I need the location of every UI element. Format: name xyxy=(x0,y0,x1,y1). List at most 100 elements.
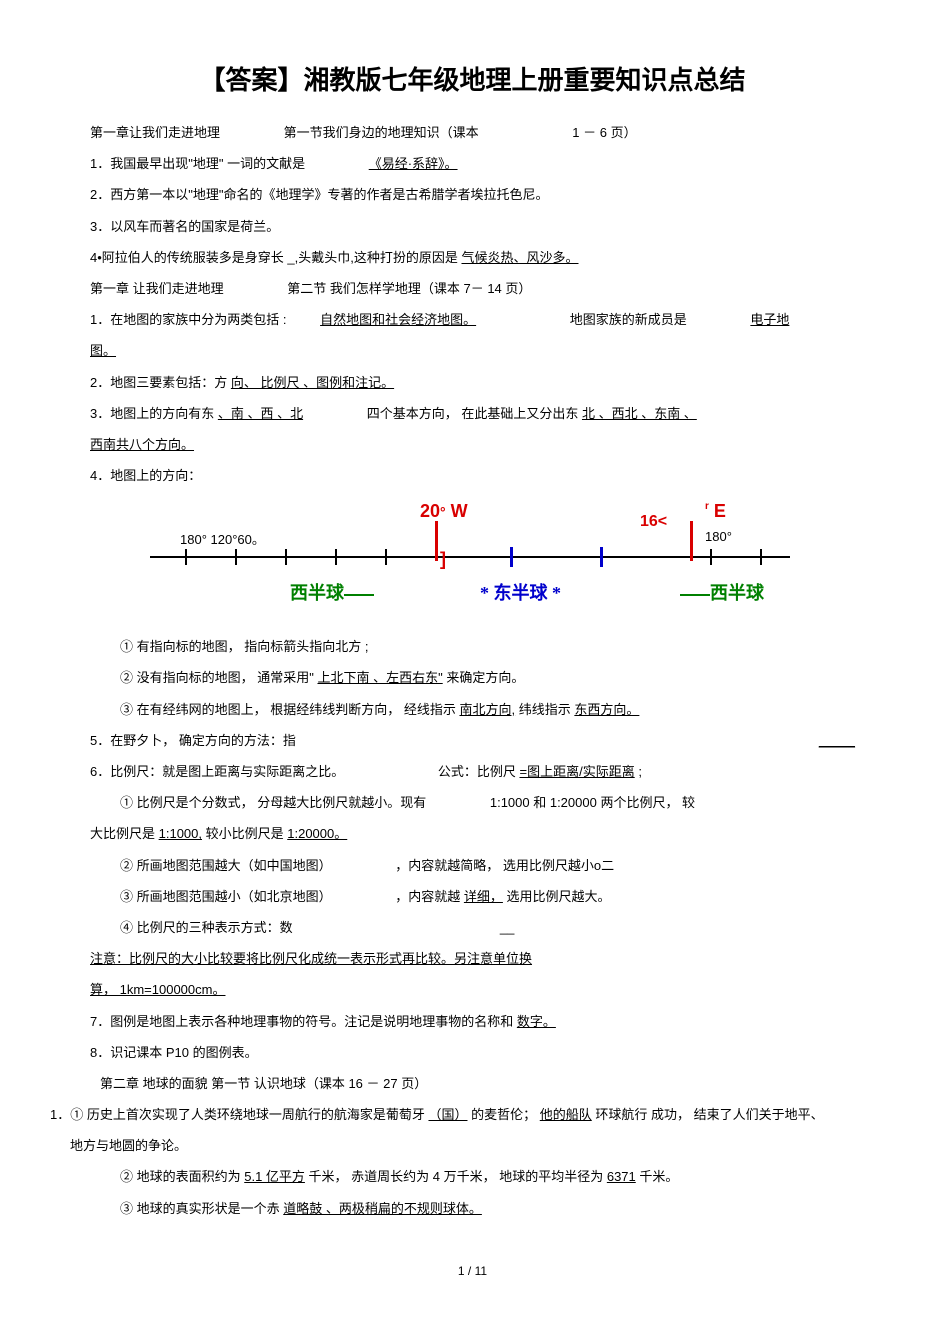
answer: 北 、西北 、东南 、 xyxy=(582,406,697,421)
answer: （国） xyxy=(428,1107,467,1122)
text: ② 所画地图范围越大（如中国地图） xyxy=(120,858,332,873)
paragraph: 5．在野夕卜， 确定方向的方法：指 _____ xyxy=(90,725,855,756)
text: 20 xyxy=(420,501,440,521)
list-item: ② 所画地图范围越大（如中国地图） ，内容就越简略， 选用比例尺越小o二 xyxy=(90,850,855,881)
note: 注意：比例尺的大小比较要将比例尺化成统一表示形式再比较。另注意单位换 xyxy=(90,943,855,974)
text: 6．比例尺：就是图上距离与实际距离之比。 xyxy=(90,764,344,779)
list-item: ④ 比例尺的三种表示方式：数 __ xyxy=(90,912,855,943)
paragraph: 1．在地图的家族中分为两类包括 : 自然地图和社会经济地图。 地图家族的新成员是… xyxy=(90,304,855,335)
text: 第一章让我们走进地理 xyxy=(90,125,220,140)
text: 2．地图三要素包括：方 xyxy=(90,375,227,390)
text: ② 地球的表面积约为 xyxy=(120,1169,244,1184)
section-header: 第一章 让我们走进地理 第二节 我们怎样学地理（课本 7－ 14 页） xyxy=(90,273,855,304)
paragraph: 3．以风车而著名的国家是荷兰。 xyxy=(90,211,855,242)
tick-label-right: 180° xyxy=(705,529,732,544)
answer: 5.1 亿平方 xyxy=(244,1169,305,1184)
text: 的麦哲伦； xyxy=(471,1107,536,1122)
text: 1．在地图的家族中分为两类包括 : xyxy=(90,312,286,327)
text: 来确定方向。 xyxy=(446,670,524,685)
paragraph: 8．识记课本 P10 的图例表。 xyxy=(90,1037,855,1068)
label-160: 16< xyxy=(640,513,667,531)
paragraph: 图。 xyxy=(90,335,855,366)
tick xyxy=(235,549,237,565)
label-e: r E xyxy=(705,501,726,522)
answer: 、南 、西 、北 xyxy=(218,406,303,421)
paragraph: 2．地图三要素包括：方 向、 比例尺 、图例和注记。 xyxy=(90,367,855,398)
text: 3．地图上的方向有东 xyxy=(90,406,214,421)
text: 1．我国最早出现"地理" 一词的文献是 xyxy=(90,156,305,171)
tick xyxy=(185,549,187,565)
note: 算， 1km=100000cm。 xyxy=(90,974,855,1005)
text: 4•阿拉伯人的传统服装多是身穿长 _,头戴头巾,这种打扮的原因是 xyxy=(90,250,458,265)
answer: 道略鼓 、两极稍扁的不规则球体。 xyxy=(283,1201,482,1216)
paragraph: 大比例尺是 1:1000, 较小比例尺是 1:20000。 xyxy=(90,818,855,849)
tick xyxy=(385,549,387,565)
text: 算， 1km=100000cm。 xyxy=(90,982,225,997)
blank: __ xyxy=(500,920,514,935)
answer: 他的船队 xyxy=(540,1107,592,1122)
tick xyxy=(285,549,287,565)
answer: 电子地 xyxy=(750,312,789,327)
list-item: ③ 所画地图范围越小（如北京地图） ，内容就越 详细， 选用比例尺越大。 xyxy=(90,881,855,912)
paragraph: 7．图例是地图上表示各种地理事物的符号。注记是说明地理事物的名称和 数字。 xyxy=(90,1006,855,1037)
answer: =图上距离/实际距离 xyxy=(520,764,635,779)
tick-red xyxy=(435,521,438,561)
text: 5．在野夕卜， 确定方向的方法：指 xyxy=(90,733,296,748)
answer: 6371 xyxy=(607,1169,636,1184)
answer: 东西方向。 xyxy=(574,702,639,717)
text: ; xyxy=(638,764,642,779)
answer: 详细， xyxy=(464,889,503,904)
paragraph: 地方与地圆的争论。 xyxy=(70,1130,855,1161)
text: ④ 比例尺的三种表示方式：数 xyxy=(120,920,293,935)
text: 环球航行 成功， 结束了人们关于地平、 xyxy=(595,1107,823,1122)
label-west-hem-right: 西半球 xyxy=(680,579,764,605)
blank: _____ xyxy=(819,725,855,756)
list-item: ③ 地球的真实形状是一个赤 道略鼓 、两极稍扁的不规则球体。 xyxy=(90,1193,855,1224)
tick xyxy=(710,549,712,565)
text: 1:1000 和 1:20000 两个比例尺， 较 xyxy=(490,795,695,810)
text: 较小比例尺是 xyxy=(206,826,288,841)
text: ② 没有指向标的地图， 通常采用" xyxy=(120,670,314,685)
text: 纬线指示 xyxy=(519,702,571,717)
tick xyxy=(510,547,513,567)
text: 1 － 6 页） xyxy=(572,125,636,140)
answer: 向、 比例尺 、图例和注记。 xyxy=(231,375,394,390)
text: 注意：比例尺的大小比较要将比例尺化成统一表示形式再比较。另注意单位换 xyxy=(90,951,532,966)
tick xyxy=(335,549,337,565)
paragraph: 1．① 历史上首次实现了人类环绕地球一周航行的航海家是葡萄牙 （国） 的麦哲伦；… xyxy=(50,1099,855,1130)
answer: 《易经·系辞》。 xyxy=(369,156,458,171)
list-item: ② 没有指向标的地图， 通常采用" 上北下南 、左西右东" 来确定方向。 xyxy=(90,662,855,693)
text: 7．图例是地图上表示各种地理事物的符号。注记是说明地理事物的名称和 xyxy=(90,1014,513,1029)
label-east-hem: * 东半球 * xyxy=(480,579,561,605)
text: ① 比例尺是个分数式， 分母越大比例尺就越小。现有 xyxy=(120,795,426,810)
text: 大比例尺是 xyxy=(90,826,159,841)
text: ③ 所画地图范围越小（如北京地图） xyxy=(120,889,332,904)
paragraph: 4．地图上的方向： xyxy=(90,460,855,491)
text: ° xyxy=(440,504,446,520)
section-header: 第二章 地球的面貌 第一节 认识地球（课本 16 － 27 页） xyxy=(90,1068,855,1099)
bracket-icon: ] xyxy=(440,549,446,570)
text: 西半球 xyxy=(710,583,764,603)
text: 公式：比例尺 xyxy=(438,764,516,779)
text: W xyxy=(451,501,468,521)
label-20w: 20° W xyxy=(420,501,468,522)
label-west-hem: 西半球 xyxy=(290,579,374,605)
hemispheres-diagram: 20° W 16< r E 180° 120°60。 180° ] 西半球 * … xyxy=(150,501,790,621)
page-title: 【答案】湘教版七年级地理上册重要知识点总结 xyxy=(90,60,855,97)
tick-red xyxy=(690,521,693,561)
text: 千米。 xyxy=(639,1169,678,1184)
answer: 自然地图和社会经济地图。 xyxy=(320,312,476,327)
list-item: ① 比例尺是个分数式， 分母越大比例尺就越小。现有 1:1000 和 1:200… xyxy=(90,787,855,818)
text: 1．① 历史上首次实现了人类环绕地球一周航行的航海家是葡萄牙 xyxy=(50,1107,425,1122)
text: 四个基本方向， 在此基础上又分出东 xyxy=(367,406,579,421)
text: 东半球 xyxy=(494,583,548,603)
text: 第二节 我们怎样学地理（课本 7－ 14 页） xyxy=(287,281,531,296)
answer: 气候炎热、风沙多。 xyxy=(461,250,578,265)
text: E xyxy=(714,501,726,521)
text: ，内容就越 xyxy=(395,889,460,904)
text: 西半球 xyxy=(290,583,344,603)
answer: 1:20000。 xyxy=(287,826,347,841)
text: * xyxy=(480,583,489,603)
text: 千米， 赤道周长约为 4 万千米， 地球的平均半径为 xyxy=(309,1169,607,1184)
text: 选用比例尺越大。 xyxy=(507,889,611,904)
